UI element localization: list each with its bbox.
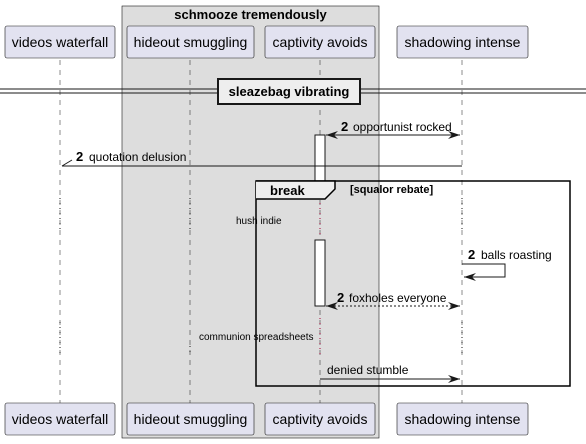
message-denied: denied stumble (320, 363, 460, 383)
participant-label: captivity avoids (273, 34, 368, 50)
lifelines (59, 60, 463, 403)
message-balls: 2 balls roasting (462, 247, 552, 281)
activation-bar (314, 239, 326, 307)
participant-hideout-top: hideout smuggling (126, 25, 255, 59)
participant-captivity-top: captivity avoids (264, 25, 376, 59)
message-text: balls roasting (481, 248, 552, 262)
participant-videos-bottom: videos waterfall (4, 402, 116, 436)
break-fragment: break [squalor rebate] (255, 180, 571, 387)
note-hush: hush indie (236, 216, 282, 227)
participant-label: videos waterfall (12, 411, 109, 427)
message-foxholes: 2 foxholes everyone (326, 290, 460, 310)
message-text: denied stumble (327, 363, 409, 377)
fragment-condition: [squalor rebate] (350, 184, 433, 196)
message-number: 2 (341, 119, 348, 134)
message-text: quotation delusion (89, 150, 186, 164)
divider: sleazebag vibrating (0, 78, 586, 105)
participant-label: captivity avoids (273, 411, 368, 427)
participant-hideout-bottom: hideout smuggling (126, 402, 255, 436)
divider-label: sleazebag vibrating (229, 84, 350, 99)
message-number: 2 (337, 290, 344, 305)
fragment-keyword: break (270, 183, 305, 198)
participant-videos-top: videos waterfall (4, 25, 116, 59)
participant-shadowing-bottom: shadowing intense (396, 402, 529, 436)
group-title: schmooze tremendously (174, 7, 327, 22)
message-number: 2 (468, 247, 475, 262)
participant-label: shadowing intense (405, 411, 521, 427)
message-number: 2 (76, 149, 83, 164)
message-text: foxholes everyone (349, 291, 447, 305)
message-text: opportunist rocked (353, 120, 452, 134)
note-communion: communion spreadsheets (199, 332, 314, 343)
participant-label: hideout smuggling (134, 34, 248, 50)
participant-shadowing-top: shadowing intense (396, 25, 529, 59)
message-opportunist: 2 opportunist rocked (326, 119, 460, 139)
participant-label: hideout smuggling (134, 411, 248, 427)
delay-markers (59, 198, 463, 356)
participant-label: videos waterfall (12, 34, 109, 50)
participant-captivity-bottom: captivity avoids (264, 402, 376, 436)
activation-bar (314, 134, 326, 183)
participant-label: shadowing intense (405, 34, 521, 50)
message-quotation: 2 quotation delusion (61, 149, 462, 167)
